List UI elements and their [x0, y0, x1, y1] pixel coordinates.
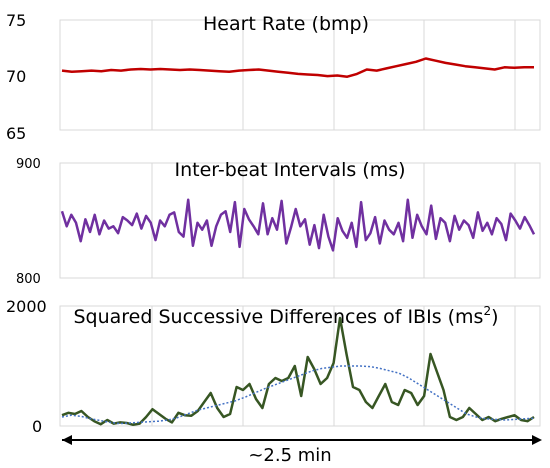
ssd-ytick-2000: 2000: [6, 297, 47, 316]
heart-rate-plot-area: [59, 19, 541, 131]
heart-rate-ytick-75: 75: [6, 11, 26, 30]
duration-arrow-right-head: [532, 435, 542, 445]
series-line-0: [60, 198, 536, 252]
ibi-ytick-900: 900: [16, 157, 41, 172]
duration-label: ~2.5 min: [248, 445, 331, 466]
ibi-panel: Inter-beat Intervals (ms) 900 800: [16, 157, 541, 287]
series-line-0: [61, 57, 534, 78]
duration-indicator: ~2.5 min: [62, 435, 542, 466]
heart-rate-ytick-70: 70: [6, 67, 26, 86]
ibi-title: Inter-beat Intervals (ms): [174, 159, 405, 181]
ssd-title-end: ): [491, 306, 498, 328]
ssd-title-main: Squared Successive Differences of IBIs (…: [73, 306, 483, 328]
ssd-ytick-0: 0: [32, 417, 42, 436]
ssd-grid: [151, 306, 516, 426]
ibi-plot-area: [59, 162, 541, 279]
ssd-title: Squared Successive Differences of IBIs (…: [73, 304, 498, 328]
ibi-series: [60, 198, 536, 252]
ssd-title-superscript: 2: [483, 304, 491, 318]
ibi-ytick-800: 800: [16, 272, 41, 287]
series-line-0: [61, 316, 535, 427]
duration-arrow-left-head: [62, 435, 72, 445]
ssd-plot-area: [59, 305, 541, 427]
heart-rate-title: Heart Rate (bmp): [203, 13, 369, 35]
heart-rate-series: [61, 57, 534, 78]
heart-rate-ytick-65: 65: [6, 124, 26, 143]
ssd-panel: Squared Successive Differences of IBIs (…: [6, 297, 541, 436]
heart-rate-panel: Heart Rate (bmp) 75 70 65: [6, 11, 541, 143]
ssd-series: [61, 316, 535, 427]
series-line-1: [61, 365, 535, 425]
